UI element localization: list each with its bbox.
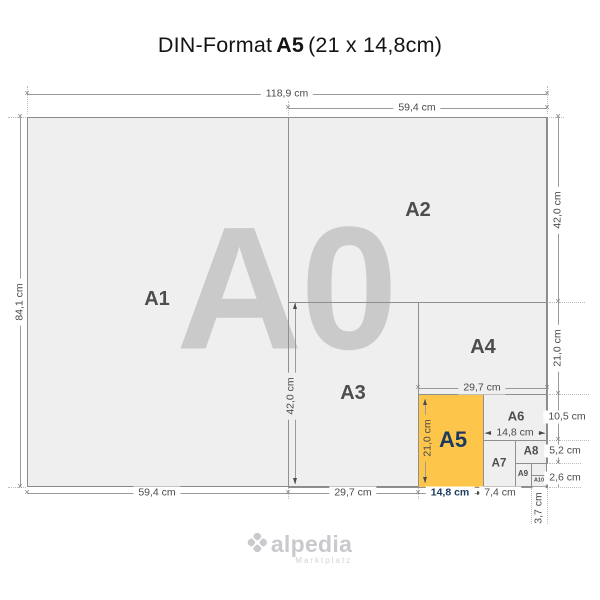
arrow-up-icon [293,303,297,309]
dimension-tick [555,114,562,121]
dimension-label-a3-width: 29,7 cm [329,486,377,500]
arrow-right-icon [539,431,545,435]
logo-flower-icon [247,533,267,552]
extension-line [27,86,28,114]
dimension-label-a1-width: 59,4 cm [133,486,181,500]
extension-line [549,440,589,441]
dimension-label-a7-width: 7,4 cm [479,486,521,500]
watermark-a0: A0 [176,191,398,387]
dimension-label-a4-height: 21,0 cm [551,324,565,372]
dimension-tick [544,385,551,392]
logo-tagline: Marktplatz [295,556,353,565]
dimension-tick [24,490,31,497]
dimension-tick [17,114,24,121]
extension-line [547,86,548,114]
arrow-left-icon [485,431,491,435]
dimension-label-a6-width: 14,8 cm [491,426,539,440]
dimension-tick [555,460,562,467]
dimension-label-a2-width: 59,4 cm [393,101,441,115]
arrow-up-icon [423,399,427,405]
extension-line [547,488,548,524]
dimension-tick [415,490,422,497]
format-label-a3: A3 [340,382,366,404]
format-label-a5: A5 [438,427,468,452]
format-label-a8: A8 [523,445,539,458]
dimension-tick [555,391,562,398]
page-title: DIN-Format A5 (21 x 14,8cm) [0,33,600,58]
format-label-a7: A7 [491,457,507,470]
extension-line [549,302,585,303]
dimension-label-a3-height: 42,0 cm [284,372,298,420]
dimension-label-total-height: 84,1 cm [13,278,27,326]
dimension-tick [555,437,562,444]
extension-line [549,487,581,488]
alpedia-logo: alpedia Marktplatz [247,531,353,566]
dimension-tick [285,105,292,112]
logo-text: alpedia Marktplatz [270,531,353,566]
dimension-label-total-width: 118,9 cm [260,87,314,101]
title-format: A5 [276,33,305,57]
extension-line [549,463,581,464]
dimension-tick [544,91,551,98]
format-label-a6: A6 [507,408,525,424]
arrow-down-icon [293,478,297,484]
dimension-tick [544,105,551,112]
extension-line [531,488,532,524]
format-label-a4: A4 [470,336,496,358]
dimension-tick [24,91,31,98]
dimension-label-a6-height: 10,5 cm [543,410,591,424]
dimension-tick [415,385,422,392]
dimension-label-a10-height: 2,6 cm [544,471,586,485]
dimension-label-a5-height: 21,0 cm [421,414,435,462]
arrow-down-icon [423,477,427,483]
title-size: (21 x 14,8cm) [308,33,443,57]
dimension-tick [17,484,24,491]
logo-name: alpedia [270,531,353,557]
title-prefix: DIN-Format [157,33,273,57]
dimension-label-a8-height: 5,2 cm [544,444,586,458]
dimension-tick [285,490,292,497]
format-label-a1: A1 [144,288,170,310]
format-label-a2: A2 [405,199,431,221]
dimension-label-a4-width: 29,7 cm [458,381,506,395]
dimension-label-a2-height: 42,0 cm [551,186,565,234]
format-label-a9: A9 [517,469,529,478]
format-label-a10: A10 [533,477,545,484]
dimension-tick [555,299,562,306]
extension-line [549,394,589,395]
dimension-label-a5-width: 14,8 cm [425,486,475,500]
dimension-label-a10-width: 3,7 cm [532,487,546,529]
